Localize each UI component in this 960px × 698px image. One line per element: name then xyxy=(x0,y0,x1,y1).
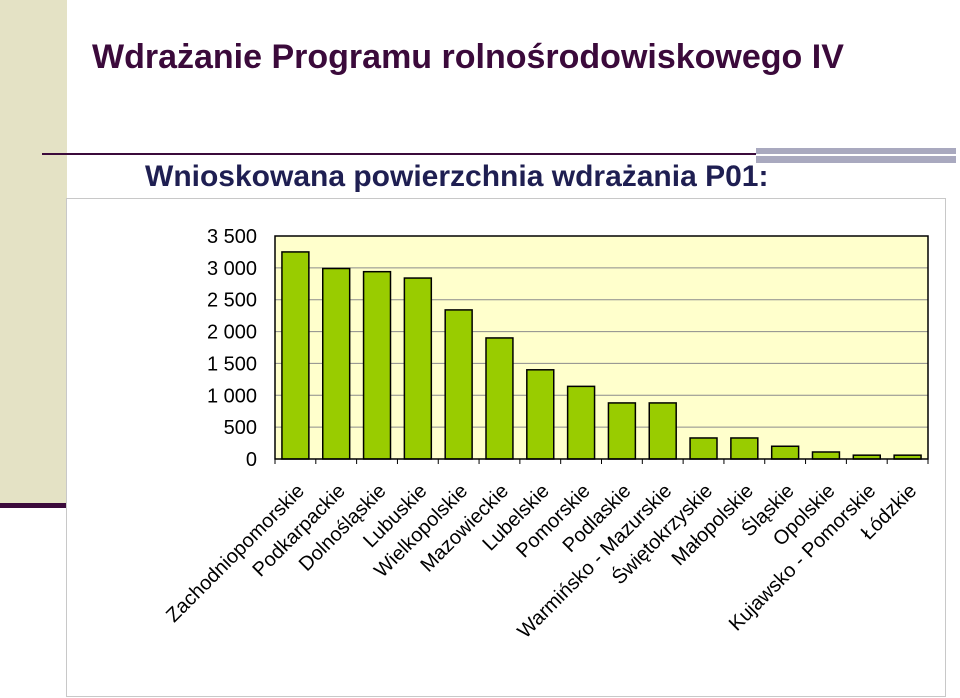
y-tick-label: 2 500 xyxy=(207,290,257,312)
bar xyxy=(770,445,800,460)
bar xyxy=(322,267,351,460)
left-band-underline xyxy=(0,503,67,508)
y-tick-label: 500 xyxy=(224,417,257,439)
slide-title: Wdrażanie Programu rolnośrodowiskowego I… xyxy=(92,38,844,76)
bar xyxy=(403,277,433,460)
title-divider xyxy=(42,153,756,155)
y-tick-label: 1 500 xyxy=(207,353,257,375)
bar xyxy=(362,270,392,460)
bar xyxy=(485,337,514,460)
bar xyxy=(607,402,637,460)
bar xyxy=(689,437,718,460)
chart-subtitle: Wnioskowana powierzchnia wdrażania P01: xyxy=(145,160,769,193)
title-divider-accent xyxy=(756,148,956,163)
y-tick-label: 3 500 xyxy=(207,226,257,248)
left-decorative-band xyxy=(0,0,67,508)
bar xyxy=(730,437,759,460)
y-tick-label: 2 000 xyxy=(207,322,257,344)
plot-border xyxy=(274,235,929,460)
bar xyxy=(648,402,677,460)
bar xyxy=(526,369,555,460)
y-tick-label: 1 000 xyxy=(207,385,257,407)
y-tick-label: 0 xyxy=(246,449,257,471)
bar xyxy=(566,385,596,460)
bar xyxy=(444,309,473,460)
y-tick-label: 3 000 xyxy=(207,258,257,280)
bar xyxy=(811,451,841,460)
bar xyxy=(281,251,310,460)
